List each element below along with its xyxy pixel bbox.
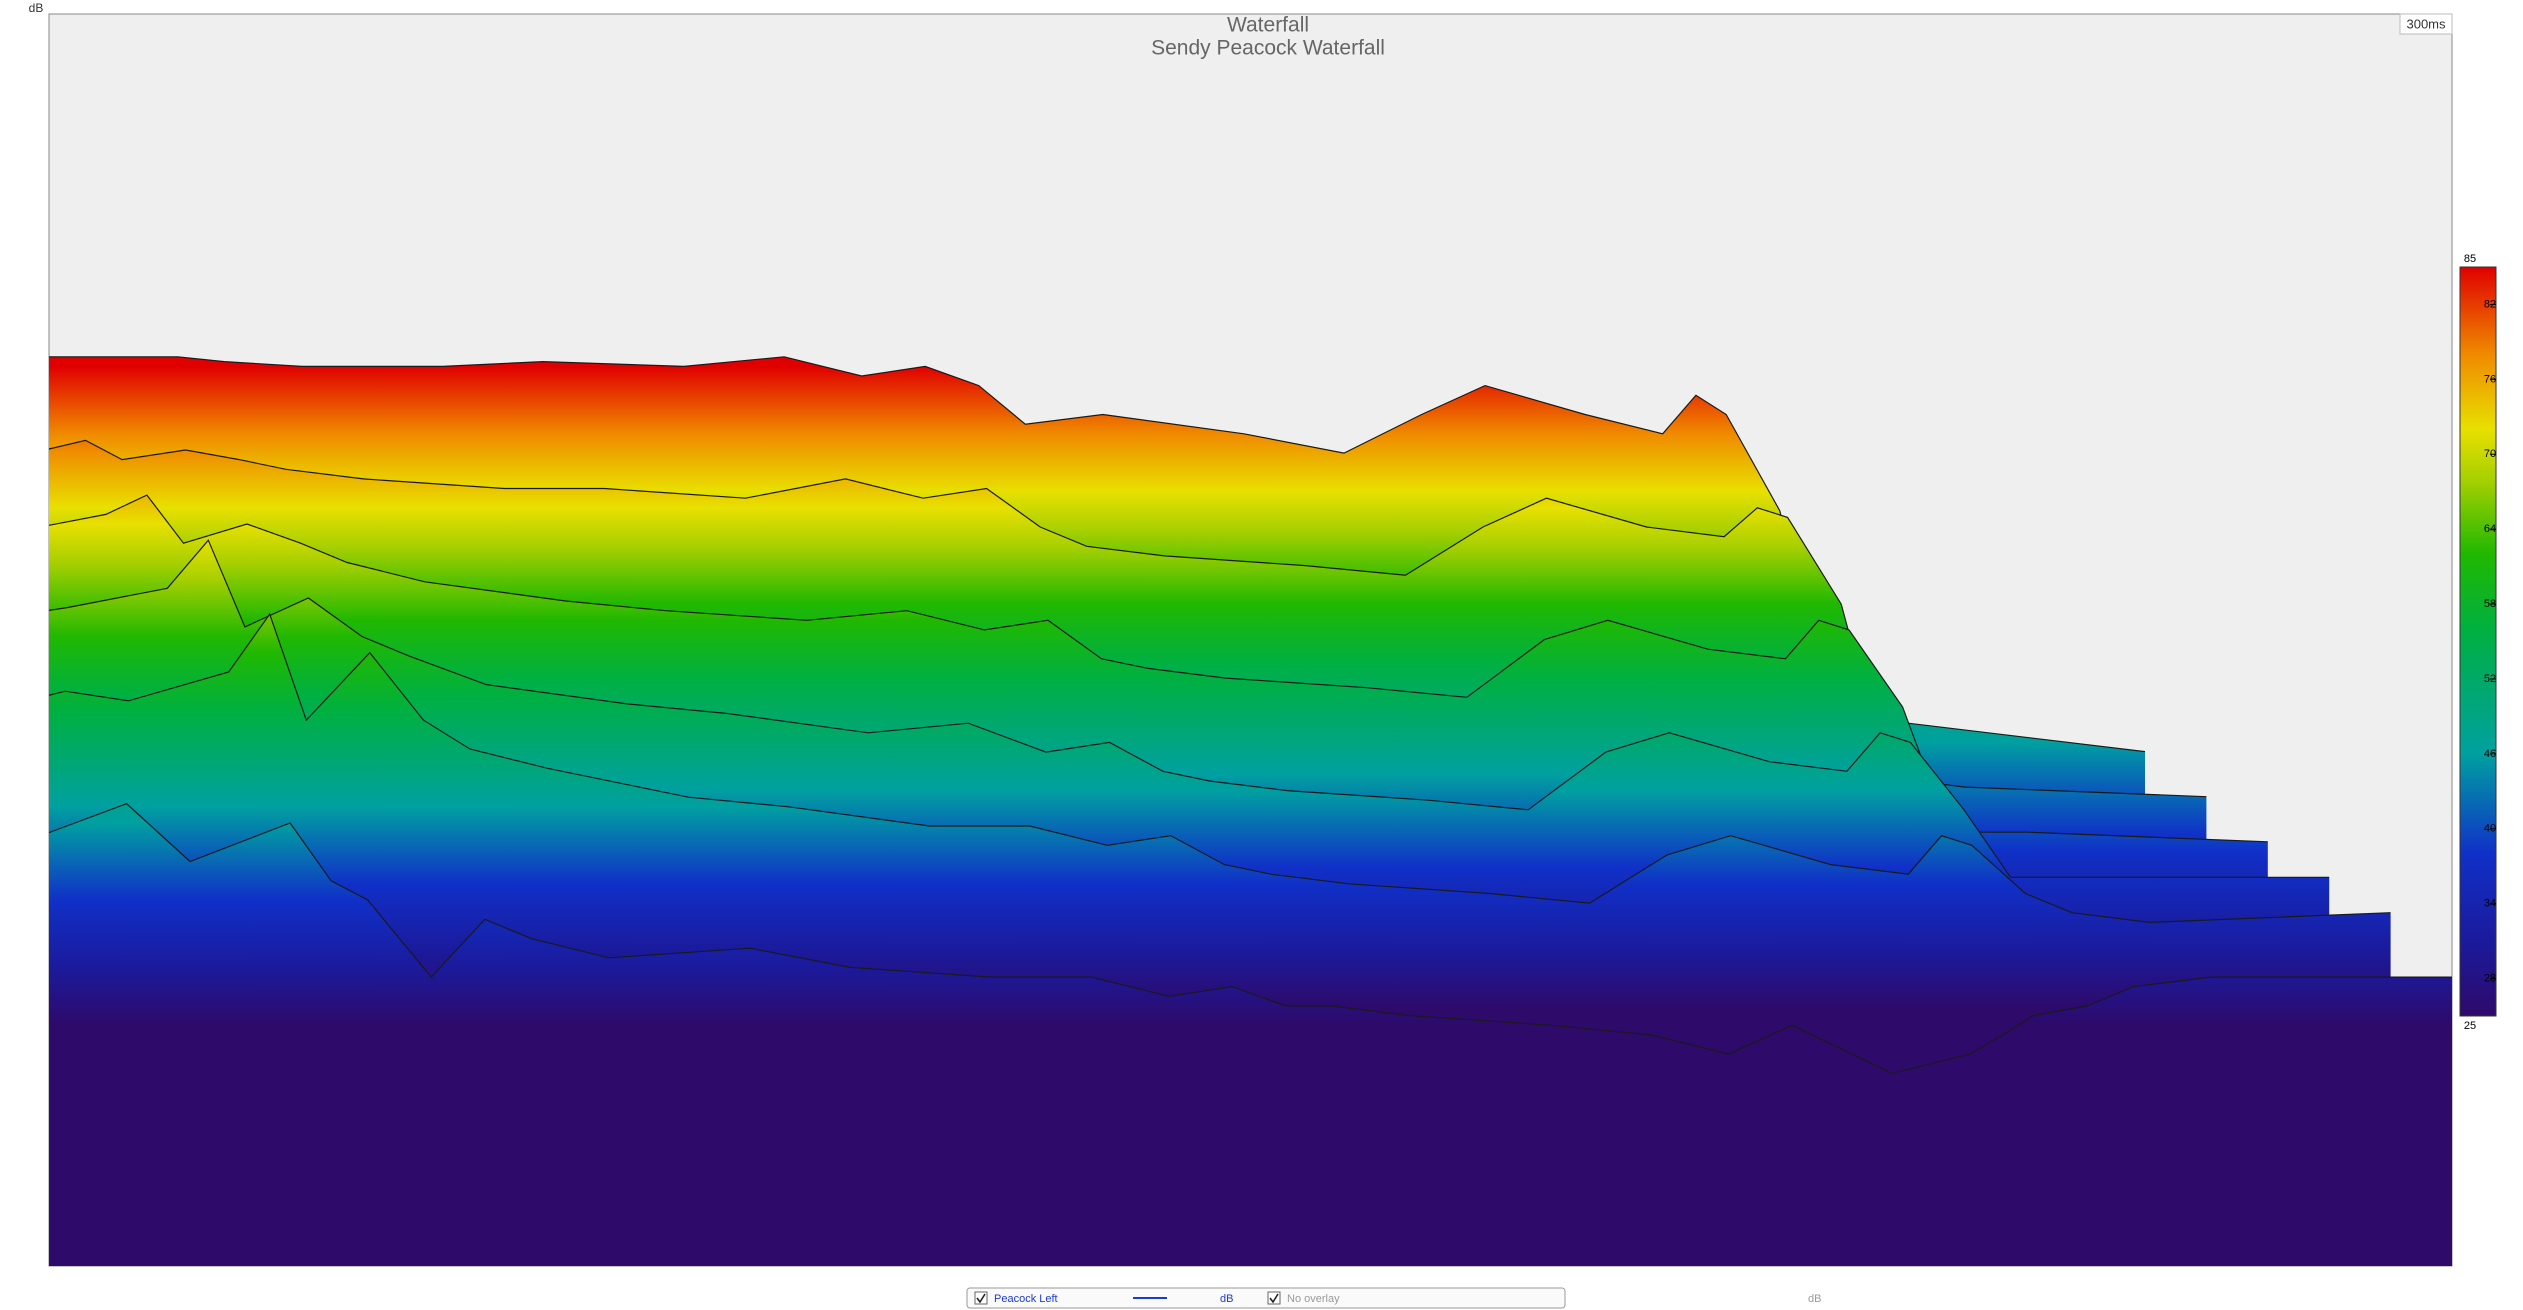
legend-unit: dB — [1220, 1293, 1233, 1305]
colorbar-tick-label: 85 — [2464, 253, 2476, 265]
colorbar-tick-label: 58 — [2484, 598, 2496, 610]
colorbar-tick-label: 76 — [2484, 373, 2496, 385]
legend-label: No overlay — [1287, 1293, 1340, 1305]
y-axis-label: dB — [29, 1, 44, 15]
colorbar-tick-label: 34 — [2484, 898, 2496, 910]
slice-line — [49, 612, 2391, 924]
legend-checkbox[interactable] — [974, 1291, 988, 1305]
slice-line — [49, 439, 2207, 798]
time-label-box — [2399, 13, 2453, 35]
colorbar-tick-label: 40 — [2484, 823, 2496, 835]
legend-unit: dB — [1808, 1293, 1821, 1305]
legend: Peacock Left dB No overlay dB — [966, 1287, 1821, 1309]
colorbar-tick-label: 70 — [2484, 448, 2496, 460]
colorbar-tick-label: 52 — [2484, 673, 2496, 685]
slice-line — [49, 356, 2146, 753]
slice-line — [49, 494, 2268, 843]
legend-label: Peacock Left — [994, 1293, 1058, 1305]
colorbar-tick-label: 28 — [2484, 972, 2496, 984]
legend-check — [1269, 1293, 1279, 1304]
legend-box — [966, 1287, 1566, 1309]
colorbar-scale — [2459, 266, 2497, 1017]
legend-checkbox[interactable] — [1267, 1291, 1281, 1305]
chart-subtitle: Sendy Peacock Waterfall — [1151, 37, 1385, 60]
colorbar-tick-label: 25 — [2464, 1020, 2476, 1032]
colorbar-tick-label: 64 — [2484, 523, 2496, 535]
chart-title: Waterfall — [1227, 14, 1309, 37]
waterfall — [49, 356, 2452, 1266]
slice-area — [49, 803, 2452, 1266]
colorbar-tick-label: 82 — [2484, 298, 2496, 310]
colorbar: 25 28 34 40 46 52 58 64 70 76 82 85 — [2459, 253, 2497, 1032]
colorbar-tick-label: 46 — [2484, 748, 2496, 760]
slice-line — [49, 539, 2330, 878]
slice-line — [49, 803, 2452, 1075]
legend-check — [976, 1293, 986, 1304]
time-label: 300ms — [2406, 16, 2446, 31]
